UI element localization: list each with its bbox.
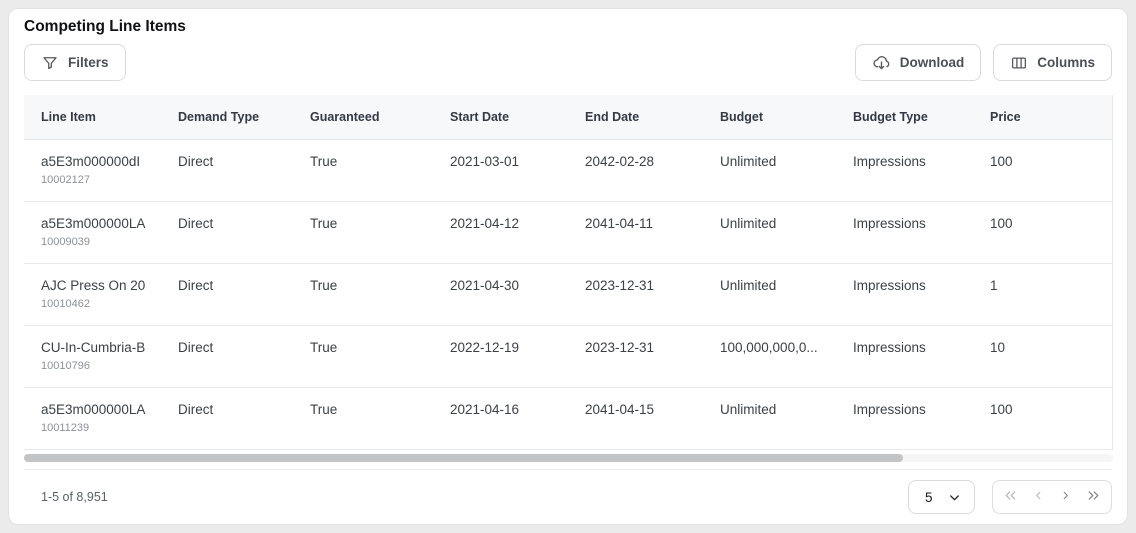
page-title: Competing Line Items [24, 18, 186, 35]
page-size-select[interactable]: 5 [908, 480, 975, 514]
cell-guaranteed: True [310, 340, 338, 355]
last-page-button[interactable] [1081, 485, 1105, 509]
line-item-id: 10011239 [41, 422, 90, 434]
cell-budget: Unlimited [720, 402, 777, 417]
table-header-row: Line Item Demand Type Guaranteed Start D… [24, 95, 1112, 140]
column-header-budget: Budget [720, 110, 764, 124]
download-button-label: Download [899, 55, 965, 70]
cell-guaranteed: True [310, 402, 338, 417]
cell-demand-type: Direct [178, 402, 214, 417]
cell-start-date: 2021-04-12 [450, 216, 520, 231]
cell-guaranteed: True [310, 154, 338, 169]
cell-budget-type: Impressions [853, 278, 926, 293]
cell-start-date: 2021-04-30 [450, 278, 520, 293]
line-item-name: AJC Press On 20 [41, 278, 146, 293]
line-item-name: a5E3m000000dI [41, 154, 141, 169]
table-row: a5E3m000000LA 10009039 Direct True 2021-… [24, 202, 1112, 264]
horizontal-scrollbar-thumb[interactable] [24, 454, 903, 462]
chevron-left-icon [1031, 488, 1046, 506]
cell-line-item: AJC Press On 20 10010462 [24, 277, 161, 325]
download-button[interactable]: Download [854, 44, 982, 81]
cell-budget-type: Impressions [853, 402, 926, 417]
cell-demand-type: Direct [178, 154, 214, 169]
cell-end-date: 2023-12-31 [585, 340, 655, 355]
cell-price: 100 [990, 216, 1013, 231]
cell-budget: Unlimited [720, 154, 777, 169]
cell-price: 100 [990, 402, 1013, 417]
filter-funnel-icon [41, 54, 59, 72]
pagination-controls [992, 480, 1112, 514]
column-header-line-item: Line Item [41, 110, 96, 124]
cell-line-item: a5E3m000000LA 10009039 [24, 215, 161, 263]
line-item-id: 10010796 [41, 360, 90, 372]
cell-line-item: CU-In-Cumbria-B 10010796 [24, 339, 161, 387]
toolbar: Filters Download Columns [24, 44, 1112, 81]
columns-icon [1010, 54, 1028, 72]
double-chevron-left-icon [1002, 487, 1019, 507]
double-chevron-right-icon [1085, 487, 1102, 507]
cell-end-date: 2041-04-15 [585, 402, 655, 417]
cell-end-date: 2042-02-28 [585, 154, 655, 169]
cell-start-date: 2021-04-16 [450, 402, 520, 417]
line-item-name: a5E3m000000LA [41, 402, 146, 417]
pagination-area: 5 [908, 480, 1112, 514]
competing-line-items-panel: Competing Line Items Filters Download Co… [8, 8, 1128, 525]
cell-demand-type: Direct [178, 216, 214, 231]
cell-budget-type: Impressions [853, 216, 926, 231]
cell-line-item: a5E3m000000dI 10002127 [24, 153, 161, 201]
page-size-value: 5 [925, 489, 933, 505]
cell-start-date: 2021-03-01 [450, 154, 520, 169]
line-items-table: Line Item Demand Type Guaranteed Start D… [24, 95, 1113, 450]
column-header-demand-type: Demand Type [178, 110, 260, 124]
column-header-budget-type: Budget Type [853, 110, 928, 124]
table-row: CU-In-Cumbria-B 10010796 Direct True 202… [24, 326, 1112, 388]
cell-budget: Unlimited [720, 278, 777, 293]
cell-guaranteed: True [310, 216, 338, 231]
column-header-price: Price [990, 110, 1021, 124]
next-page-button[interactable] [1054, 485, 1078, 509]
cell-budget-type: Impressions [853, 154, 926, 169]
cell-guaranteed: True [310, 278, 338, 293]
table-row: a5E3m000000LA 10011239 Direct True 2021-… [24, 388, 1112, 450]
column-header-guaranteed: Guaranteed [310, 110, 380, 124]
horizontal-scrollbar[interactable] [24, 454, 1113, 462]
table-footer: 1-5 of 8,951 5 [24, 469, 1112, 524]
chevron-down-icon [947, 490, 962, 505]
cloud-download-icon [872, 53, 891, 72]
cell-price: 1 [990, 278, 998, 293]
filters-button[interactable]: Filters [24, 44, 126, 81]
line-item-name: a5E3m000000LA [41, 216, 146, 231]
line-item-name: CU-In-Cumbria-B [41, 340, 146, 355]
chevron-right-icon [1058, 488, 1073, 506]
cell-end-date: 2041-04-11 [585, 216, 654, 231]
cell-line-item: a5E3m000000LA 10011239 [24, 401, 161, 449]
cell-price: 10 [990, 340, 1006, 355]
columns-button[interactable]: Columns [993, 44, 1112, 81]
cell-price: 100 [990, 154, 1013, 169]
cell-budget: Unlimited [720, 216, 777, 231]
columns-button-label: Columns [1037, 55, 1095, 70]
cell-demand-type: Direct [178, 278, 214, 293]
pagination-range-label: 1-5 of 8,951 [41, 490, 108, 504]
cell-budget-type: Impressions [853, 340, 926, 355]
cell-budget: 100,000,000,0... [720, 340, 818, 355]
table-row: a5E3m000000dI 10002127 Direct True 2021-… [24, 140, 1112, 202]
column-header-start-date: Start Date [450, 110, 510, 124]
table-row: AJC Press On 20 10010462 Direct True 202… [24, 264, 1112, 326]
cell-end-date: 2023-12-31 [585, 278, 655, 293]
previous-page-button[interactable] [1026, 485, 1050, 509]
column-header-end-date: End Date [585, 110, 640, 124]
line-item-id: 10010462 [41, 298, 90, 310]
line-item-id: 10009039 [41, 236, 90, 248]
cell-demand-type: Direct [178, 340, 214, 355]
first-page-button[interactable] [999, 485, 1023, 509]
line-item-id: 10002127 [41, 174, 90, 186]
toolbar-right: Download Columns [854, 44, 1112, 81]
filters-button-label: Filters [68, 55, 109, 70]
cell-start-date: 2022-12-19 [450, 340, 520, 355]
